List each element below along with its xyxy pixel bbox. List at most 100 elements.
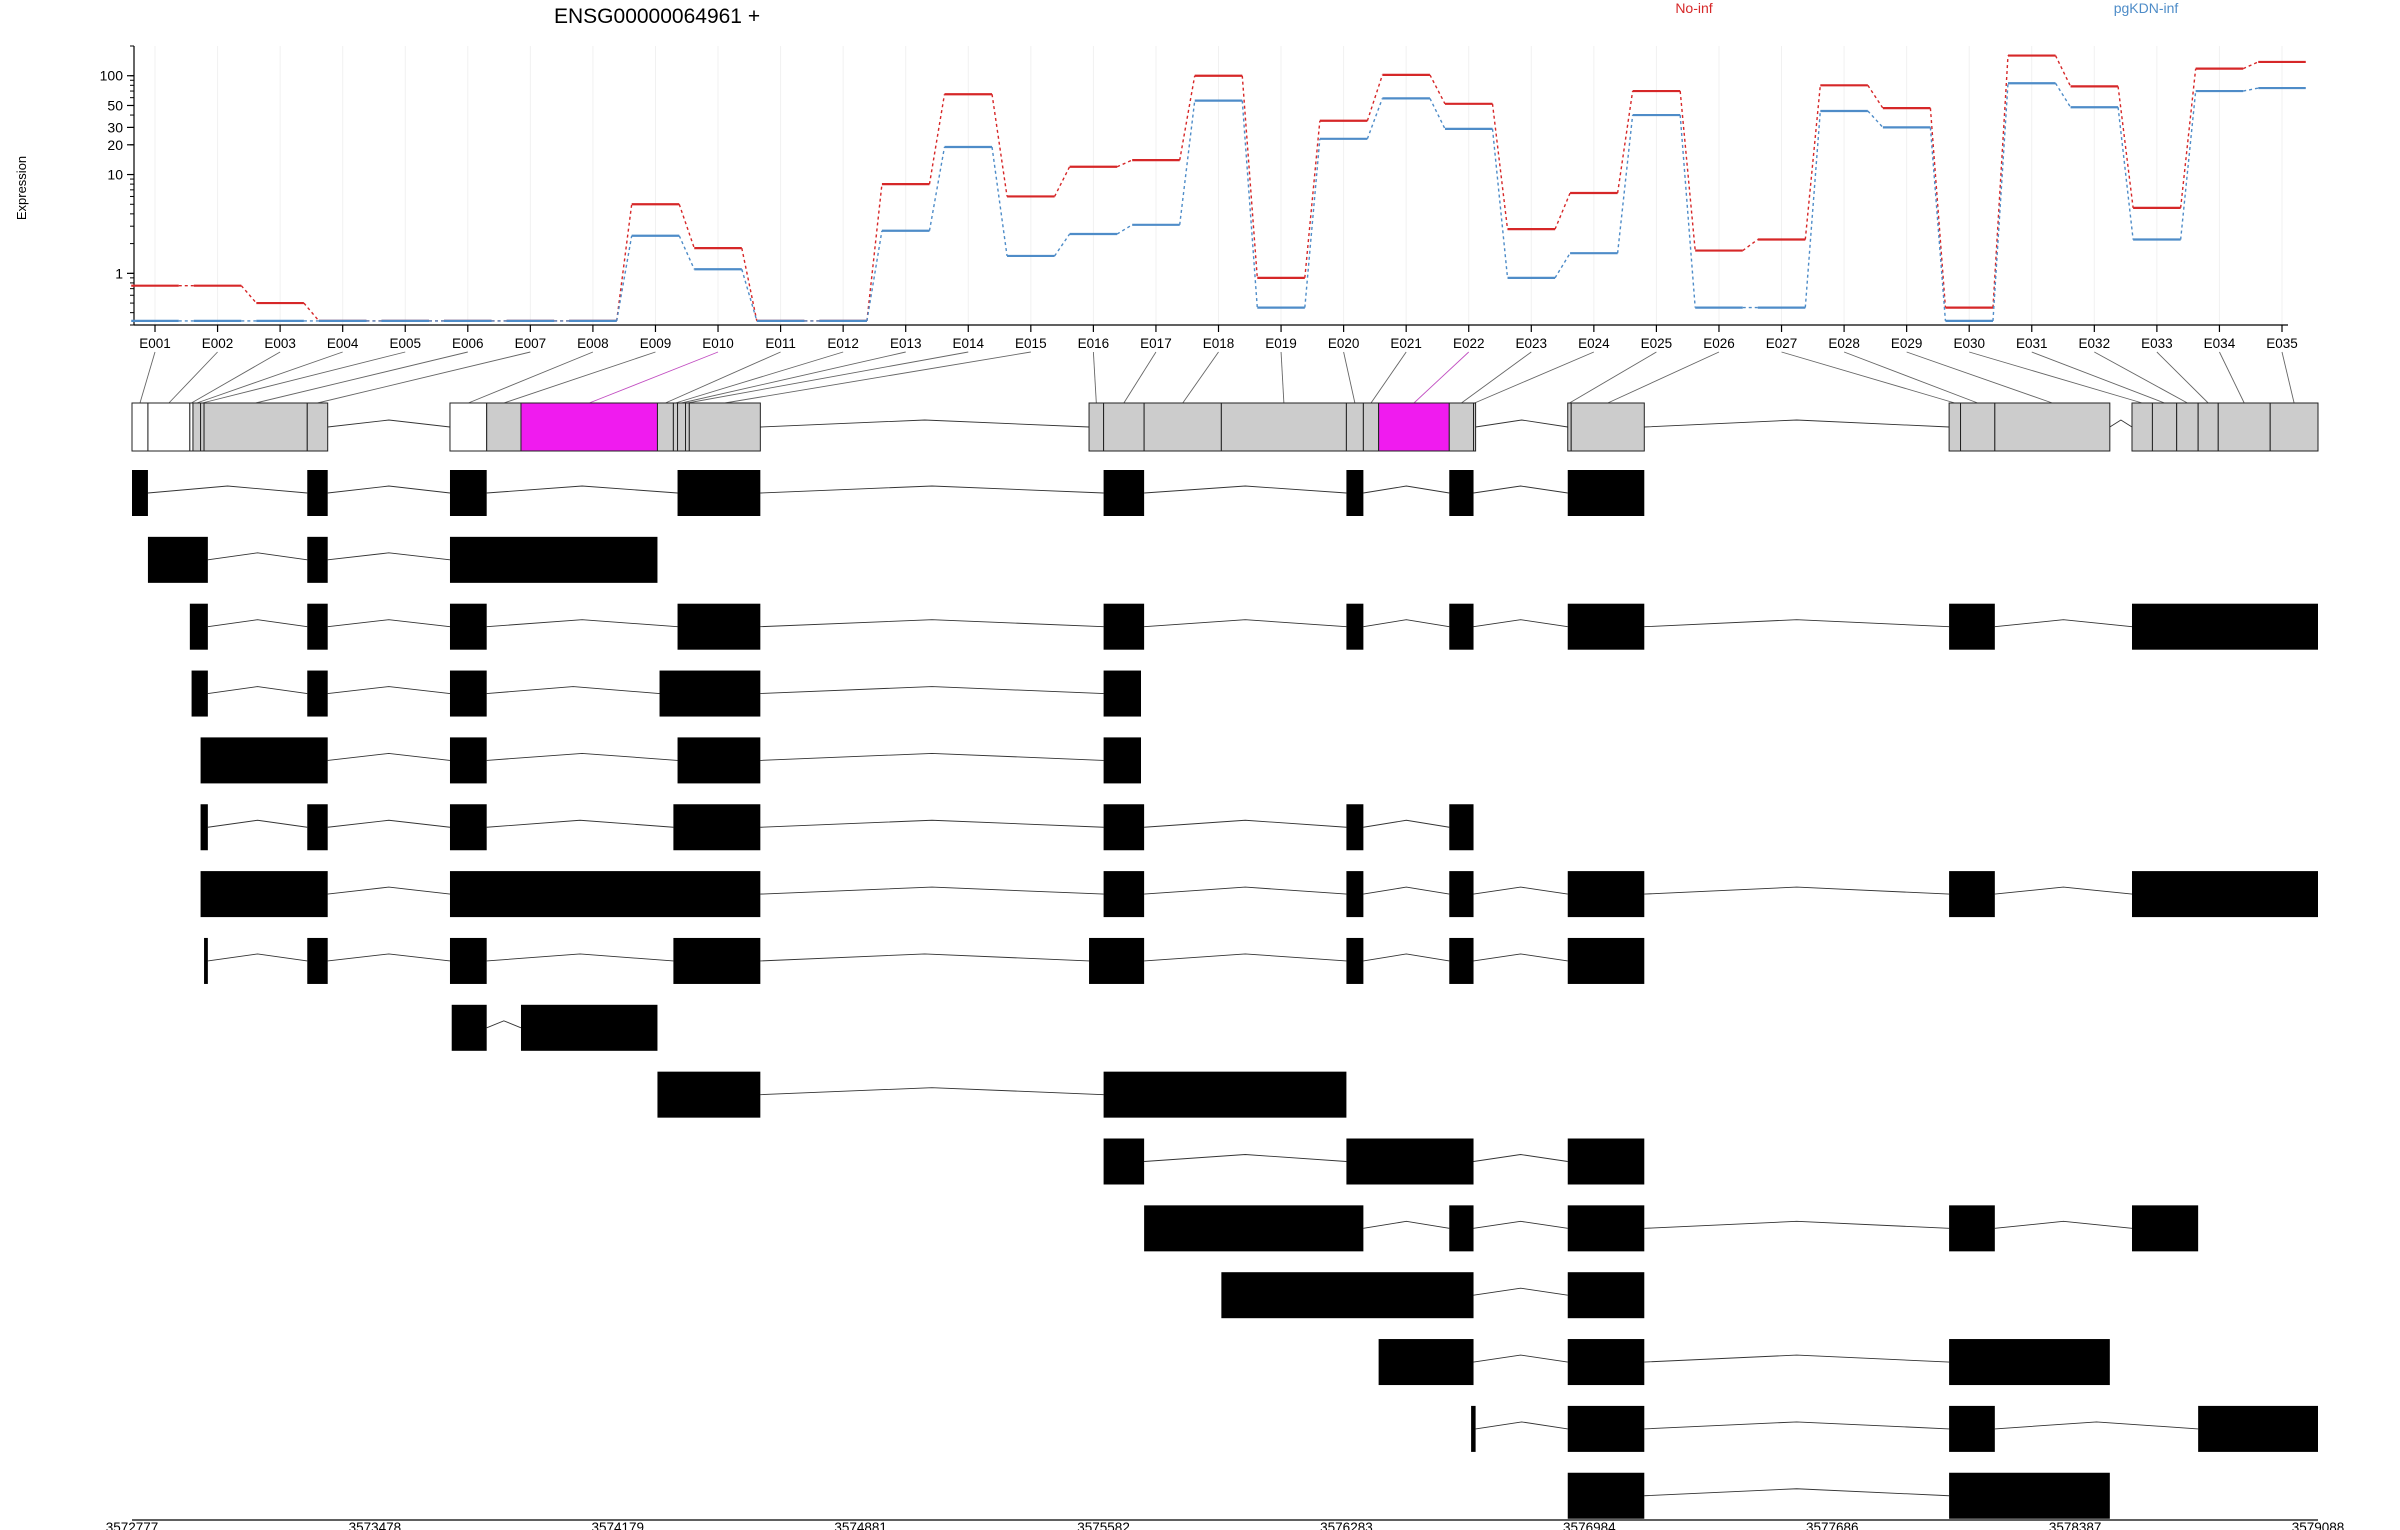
transcript-exon (1567, 603, 1645, 650)
series-connector (2054, 82, 2072, 108)
x-tick-label: E018 (1203, 336, 1235, 351)
exon-connector-line (1370, 351, 1407, 404)
series-connector (240, 285, 257, 304)
x-tick-label: E034 (2204, 336, 2236, 351)
genomic-tick-label: 3574179 (591, 1520, 644, 1530)
transcript-intron (1473, 953, 1568, 962)
series-connector (2243, 87, 2259, 92)
transcript-exon (1449, 804, 1474, 851)
transcript-exon (1449, 871, 1474, 918)
transcript-intron (207, 953, 308, 962)
transcript-intron (486, 819, 674, 828)
transcript-intron (207, 552, 308, 561)
x-tick-label: E020 (1328, 336, 1360, 351)
transcript-intron (1644, 1421, 1950, 1430)
transcript-intron (760, 1087, 1104, 1096)
transcript-exon (1221, 1272, 1474, 1319)
gene-model-exon (2131, 402, 2153, 452)
transcript-exon (1103, 1138, 1145, 1185)
series-connector (1679, 90, 1696, 251)
series-connector (678, 204, 695, 249)
transcript-exon (673, 937, 761, 984)
gene-model-exon (486, 402, 522, 452)
transcript-exon (147, 536, 208, 583)
x-tick-label: E013 (890, 336, 922, 351)
genomic-tick-label: 3576984 (1563, 1520, 1616, 1530)
transcript-intron (486, 485, 678, 494)
exon-connector-line (1969, 351, 2143, 404)
gene-model-intron (760, 419, 1090, 428)
transcript-exon (659, 670, 761, 717)
exon-connector-line (168, 351, 218, 404)
x-tick-label: E001 (139, 336, 171, 351)
exon-connector-line (139, 351, 156, 404)
transcript-exon (307, 536, 328, 583)
transcript-intron (1644, 1220, 1950, 1229)
transcript-exon (677, 470, 761, 516)
transcript-intron (327, 485, 451, 494)
series-connector (1929, 108, 1947, 308)
x-tick-label: E028 (1828, 336, 1860, 351)
transcript-intron (486, 752, 678, 761)
genomic-tick-label: 3576283 (1320, 1520, 1373, 1530)
transcript-exon (1567, 1272, 1645, 1319)
series-connector (928, 146, 946, 231)
gene-model (131, 402, 2319, 452)
exon-connector-line (2031, 351, 2165, 404)
transcript-intron (207, 619, 308, 628)
gene-model-exon (688, 402, 761, 452)
transcript-intron (760, 819, 1104, 828)
gene-model-exon (1570, 402, 1645, 452)
transcript-exon (1103, 1071, 1347, 1118)
transcript-exon (2131, 603, 2318, 650)
x-tick-label: E017 (1140, 336, 1172, 351)
x-tick-label: E010 (702, 336, 734, 351)
series-connector (741, 247, 758, 322)
series-connector (2117, 86, 2134, 208)
transcript-intron (1144, 1154, 1347, 1162)
transcript-exon (1949, 1472, 2110, 1519)
transcript-intron (1644, 619, 1950, 628)
x-tick-label: E011 (765, 336, 796, 351)
gene-model-exon (677, 402, 687, 452)
gene-model-exon (1103, 402, 1145, 452)
y-tick-label: 30 (107, 119, 123, 135)
series-connector (1804, 110, 1822, 308)
gene-model-exon (656, 402, 674, 452)
transcript-intron (207, 819, 308, 828)
transcript-exon (189, 603, 208, 650)
series-connector (2242, 61, 2259, 70)
transcript-exon (449, 470, 487, 516)
transcript-intron (1363, 619, 1450, 628)
gene-model-exon (1448, 402, 1475, 452)
transcript-intron (1363, 485, 1450, 494)
series-connector (1616, 90, 1634, 194)
x-tick-label: E019 (1265, 336, 1297, 351)
gene-model-exon (2269, 402, 2319, 452)
transcript-exon (449, 670, 487, 717)
transcript-intron (1994, 886, 2133, 895)
transcript-exon (1567, 1472, 1645, 1519)
transcripts (132, 470, 2318, 1519)
transcript-exon (1949, 871, 1995, 918)
exon-connector-line (1092, 351, 1097, 404)
gene-model-exon (203, 402, 308, 452)
y-axis-label: Expression (14, 156, 29, 220)
series-connector (741, 269, 758, 322)
transcript-exon (1949, 1205, 1995, 1252)
gene-model-exon (1948, 402, 1962, 452)
x-tick-label: E032 (2079, 336, 2111, 351)
exon-connector-line (503, 351, 656, 404)
transcript-intron (486, 1020, 522, 1029)
transcript-exon (449, 937, 487, 984)
series-connector (2179, 68, 2197, 208)
gene-model-exon (1378, 402, 1450, 452)
series-connector (2179, 90, 2197, 240)
series-connector (866, 184, 883, 321)
transcript-exon (1103, 670, 1142, 717)
x-tick-label: E031 (2016, 336, 2048, 351)
x-tick-label: E002 (202, 336, 234, 351)
gene-model-exon (2176, 402, 2199, 452)
series-connector (1054, 233, 1071, 257)
series-connector (991, 146, 1008, 257)
